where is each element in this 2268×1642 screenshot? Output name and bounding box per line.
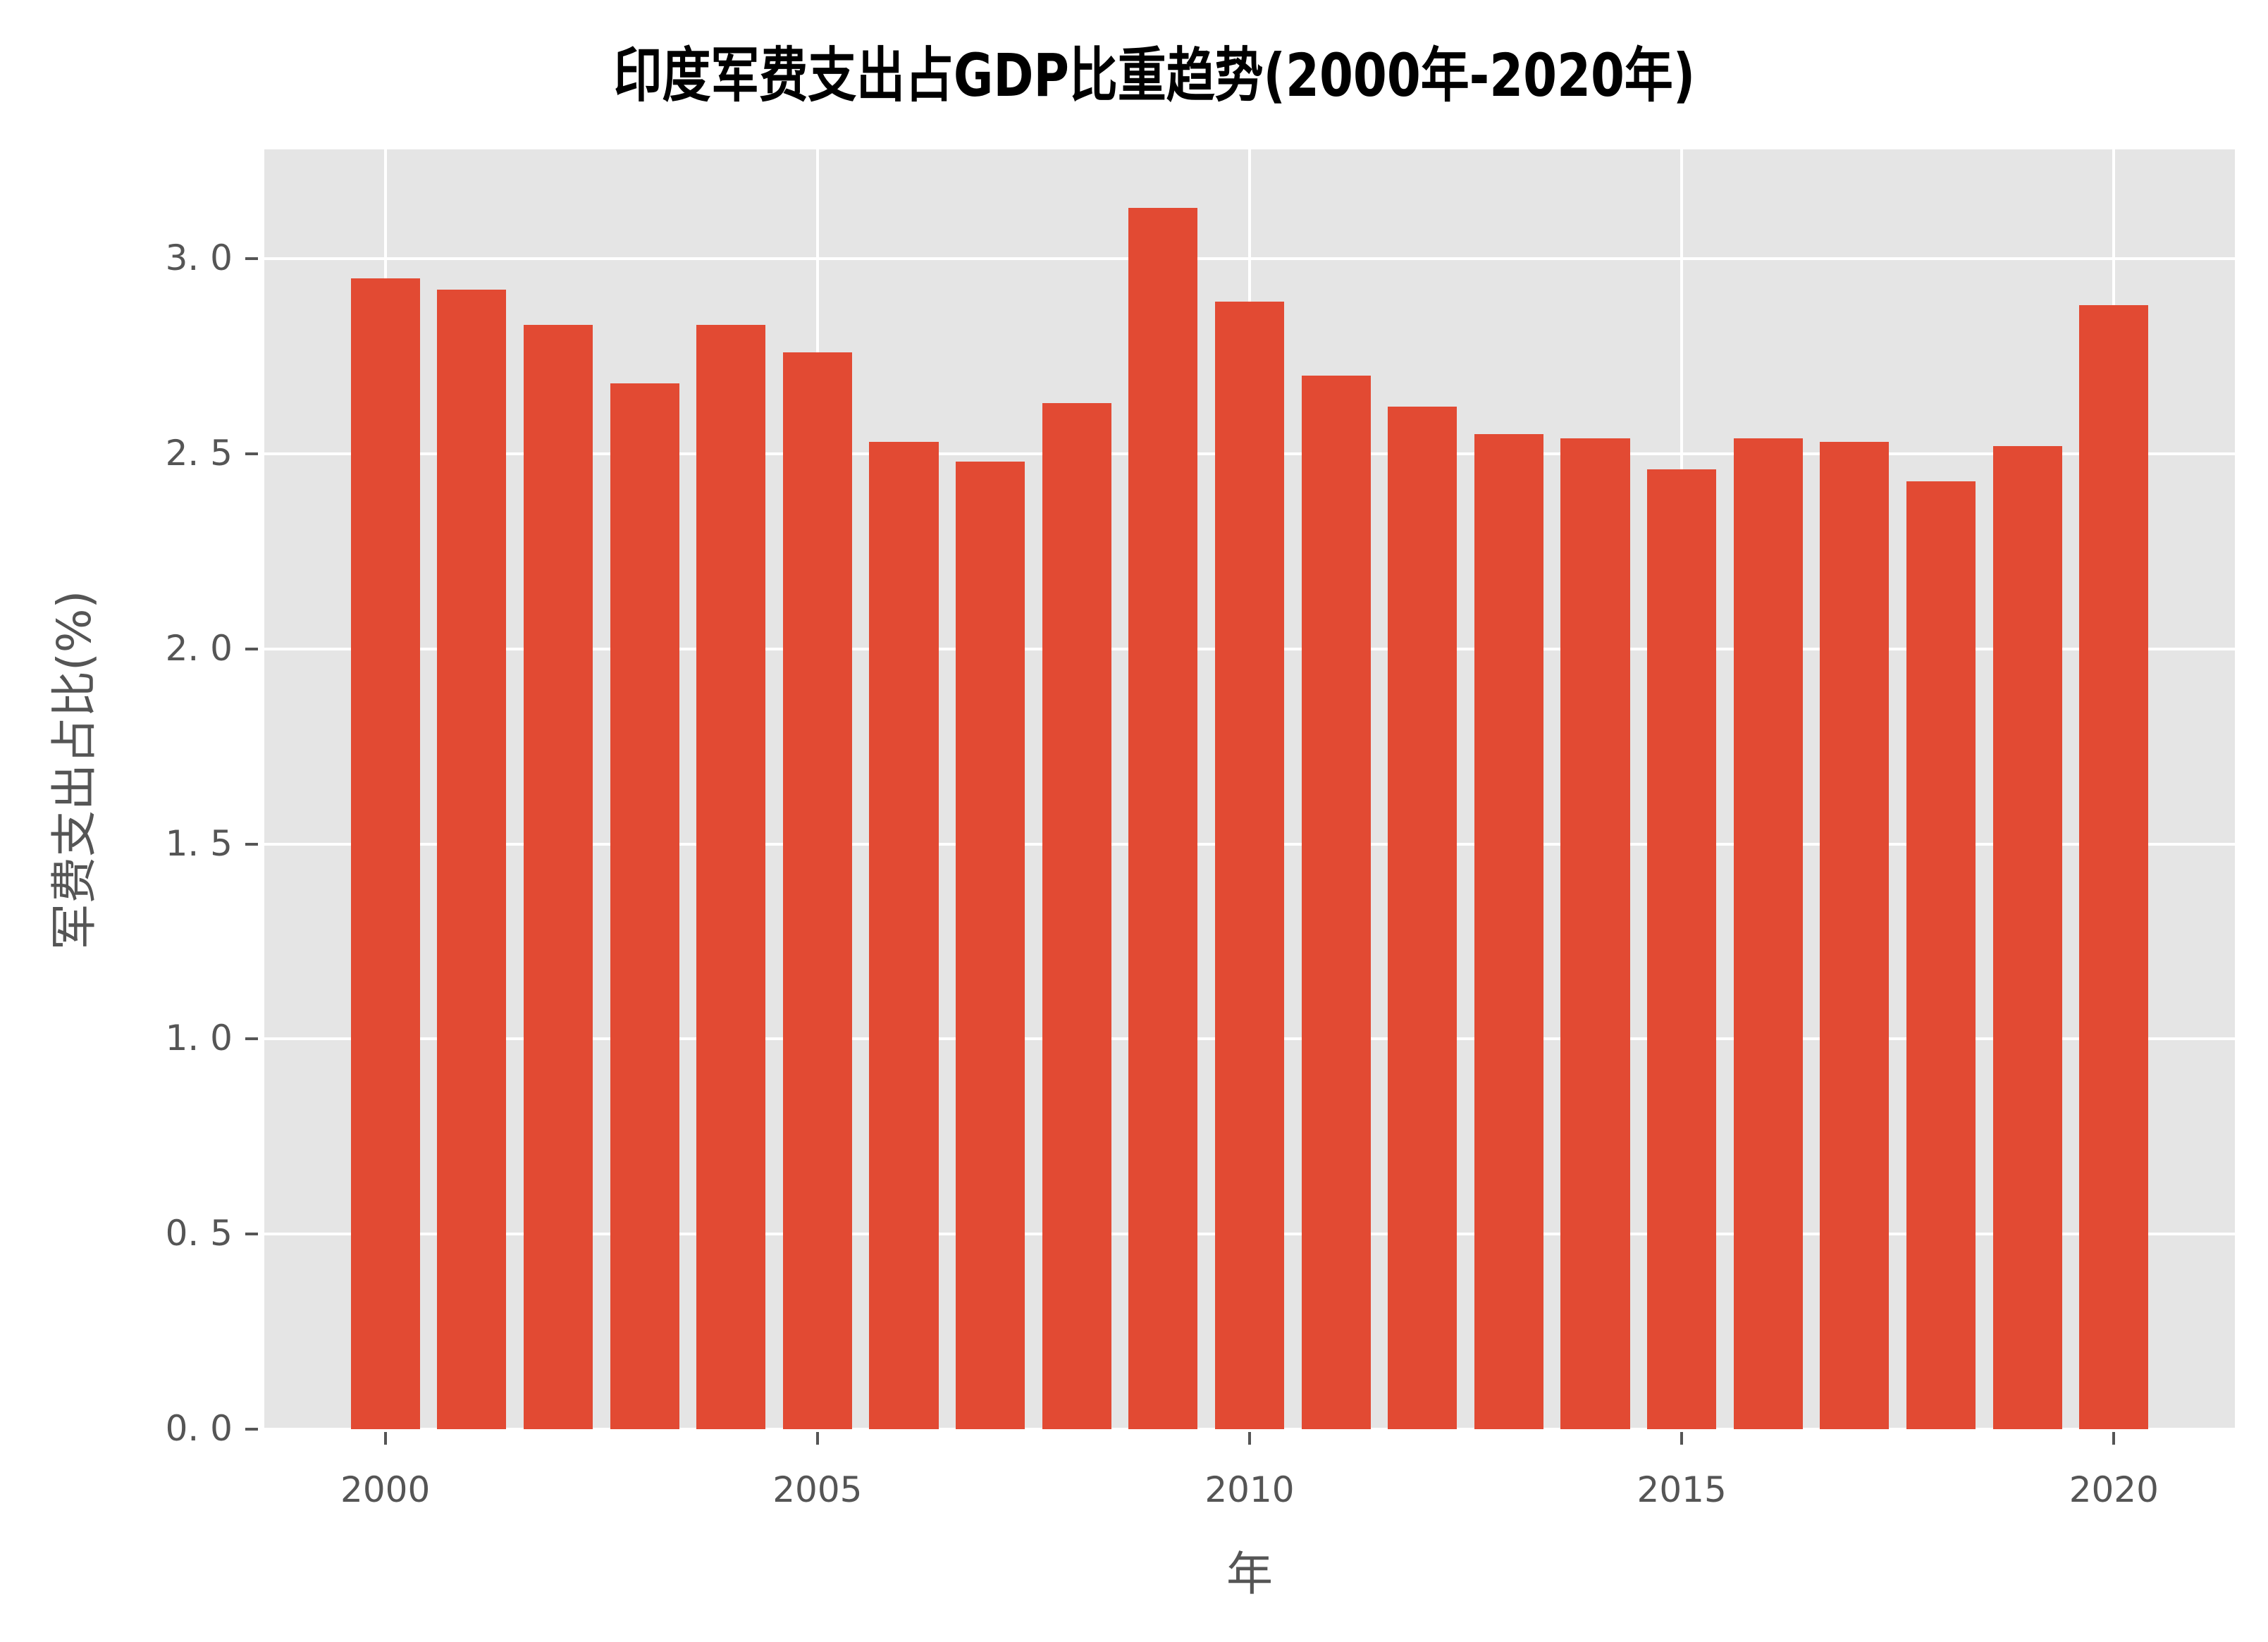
x-tick-label: 2005 — [772, 1469, 863, 1510]
y-tick-mark — [245, 1233, 258, 1236]
bar-2017 — [1820, 442, 1890, 1429]
x-axis-label: 年 — [1226, 1547, 1273, 1601]
x-tick-mark — [2112, 1432, 2116, 1445]
bar-2001 — [437, 290, 507, 1429]
y-tick-label: 3. 0 — [165, 237, 233, 279]
x-tick-label: 2015 — [1637, 1469, 1727, 1510]
chart-title: 印度军费支出占GDP比重趋势(2000年-2020年) — [613, 41, 1696, 110]
y-tick-mark — [245, 842, 258, 846]
bar-2016 — [1733, 438, 1803, 1429]
y-tick-mark — [245, 452, 258, 455]
y-tick-label: 0. 5 — [165, 1213, 233, 1254]
bar-2012 — [1388, 407, 1457, 1429]
bar-2003 — [610, 383, 679, 1429]
bar-2008 — [1042, 402, 1111, 1429]
bar-2009 — [1128, 208, 1198, 1429]
x-tick-mark — [383, 1432, 387, 1445]
bar-2013 — [1474, 434, 1543, 1429]
x-tick-label: 2000 — [340, 1469, 431, 1510]
bar-2014 — [1560, 438, 1630, 1429]
x-tick-label: 2010 — [1204, 1469, 1295, 1510]
y-tick-mark — [245, 1428, 258, 1431]
bar-2020 — [2079, 305, 2149, 1429]
y-tick-label: 1. 0 — [165, 1018, 233, 1059]
y-tick-mark — [245, 647, 258, 650]
bar-2002 — [523, 325, 593, 1429]
bar-2010 — [1214, 301, 1285, 1429]
bar-2015 — [1647, 469, 1717, 1429]
bar-2004 — [696, 325, 766, 1429]
bar-2006 — [869, 442, 939, 1429]
plot-area — [264, 149, 2235, 1429]
bar-2011 — [1301, 376, 1371, 1429]
bar-2007 — [956, 461, 1025, 1429]
x-tick-mark — [1248, 1432, 1251, 1445]
y-tick-label: 2. 0 — [165, 627, 233, 669]
bar-2019 — [1992, 445, 2062, 1429]
y-tick-label: 2. 5 — [165, 432, 233, 474]
x-tick-mark — [1680, 1432, 1684, 1445]
y-tick-mark — [245, 257, 258, 261]
bar-2000 — [350, 278, 420, 1429]
y-tick-mark — [245, 1037, 258, 1041]
bar-2018 — [1906, 481, 1976, 1429]
bar-2005 — [782, 352, 852, 1429]
y-tick-label: 0. 0 — [165, 1408, 233, 1449]
x-tick-label: 2020 — [2069, 1469, 2159, 1510]
x-tick-mark — [815, 1432, 819, 1445]
y-tick-label: 1. 5 — [165, 822, 233, 864]
y-axis-label: 军费支出占比(%) — [47, 590, 101, 950]
